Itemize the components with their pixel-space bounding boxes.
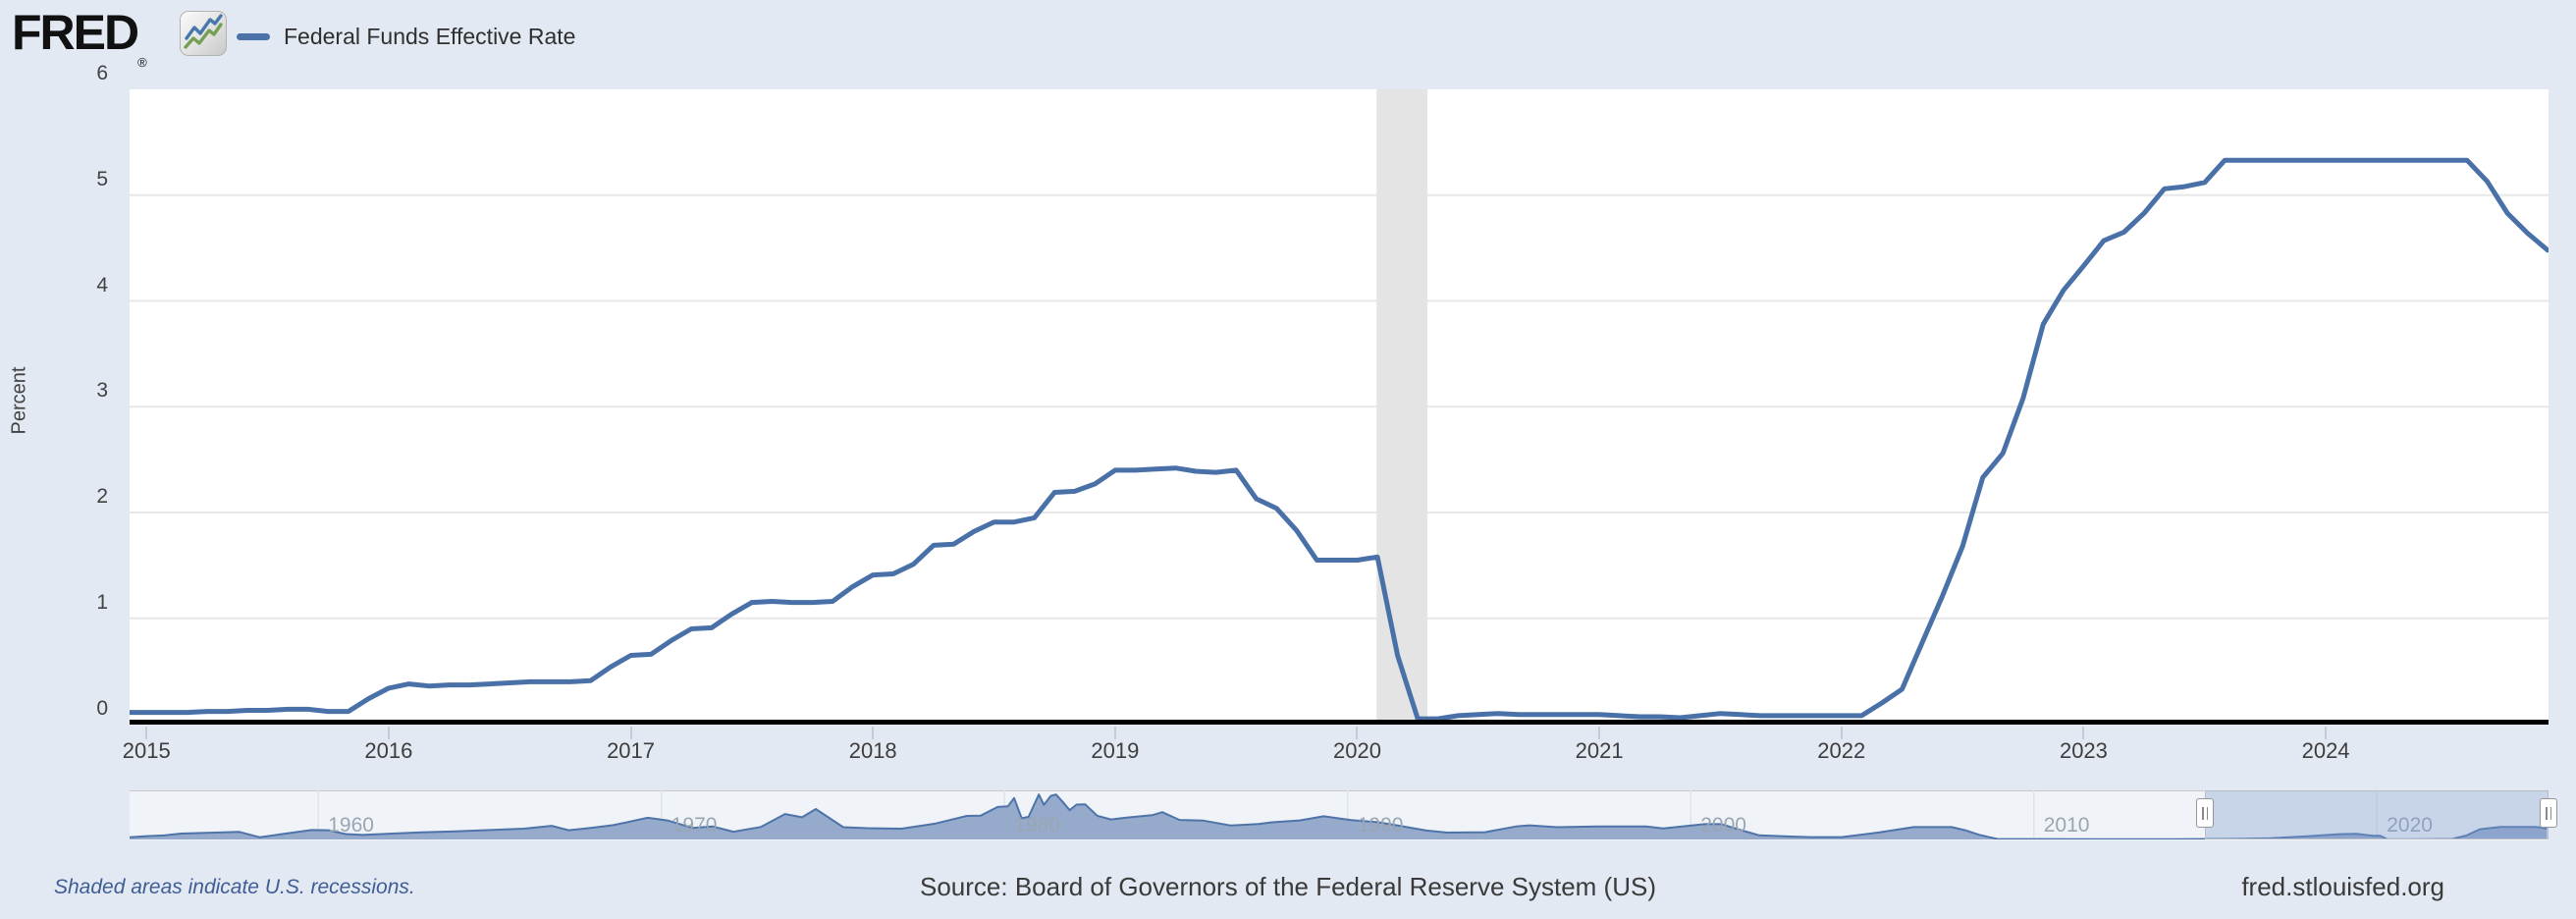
y-axis-label: 6 [96, 62, 108, 84]
chart-lines-icon [184, 14, 223, 49]
x-axis-tick [1113, 727, 1116, 739]
icon-blue-line [185, 14, 223, 40]
navigator-left-handle[interactable] [2196, 798, 2215, 828]
y-axis-label: 0 [96, 696, 108, 720]
recession-note: Shaded areas indicate U.S. recessions. [54, 876, 415, 898]
x-axis-label: 2017 [607, 738, 656, 763]
fred-logo: FRED® [12, 4, 147, 70]
main-chart-svg [130, 89, 2549, 725]
x-axis-tick [145, 727, 148, 739]
navigator-decade-label: 2020 [2387, 814, 2433, 837]
fred-logo-registered-mark: ® [137, 55, 147, 70]
legend-line-marker [237, 33, 270, 40]
x-axis-label: 2024 [2301, 738, 2350, 763]
x-axis-tick [1840, 727, 1843, 739]
x-axis-label: 2015 [122, 738, 171, 763]
x-axis-line [130, 720, 2549, 725]
legend-series-label: Federal Funds Effective Rate [284, 24, 576, 49]
icon-green-line [184, 23, 223, 49]
x-axis-tick [1598, 727, 1601, 739]
navigator-decade-label: 1990 [1357, 814, 1404, 837]
navigator-decade-label: 1970 [671, 814, 718, 837]
x-axis-label: 2023 [2059, 738, 2108, 763]
navigator-area-line [130, 793, 2548, 839]
site-link[interactable]: fred.stlouisfed.org [2241, 872, 2444, 901]
navigator-svg [130, 790, 2548, 839]
navigator-decade-label: 1960 [328, 814, 374, 837]
y-axis-label: 3 [96, 379, 108, 403]
x-axis-label: 2020 [1333, 738, 1381, 763]
x-axis-tick [872, 727, 875, 739]
x-axis-label: 2016 [364, 738, 413, 763]
fred-logo-chart-icon [180, 11, 227, 56]
fred-logo-text: FRED [12, 5, 139, 60]
x-axis-tick [1356, 727, 1359, 739]
x-axis-label: 2022 [1817, 738, 1866, 763]
source-attribution: Source: Board of Governors of the Federa… [920, 872, 1656, 901]
y-axis-label: 1 [96, 590, 108, 614]
series-line [130, 157, 2549, 722]
series-legend[interactable]: Federal Funds Effective Rate [237, 24, 575, 50]
main-chart-plot-area[interactable] [130, 89, 2549, 725]
y-axis-label: 2 [96, 485, 108, 508]
y-axis-label: 4 [96, 273, 108, 297]
navigator-area-fill [130, 794, 2548, 839]
navigator-decade-label: 2000 [1700, 814, 1746, 837]
y-axis-label: 5 [96, 167, 108, 190]
x-axis-tick [387, 727, 390, 739]
x-axis-tick [2082, 727, 2085, 739]
navigator-decade-label: 1980 [1014, 814, 1060, 837]
x-axis-label: 2019 [1091, 738, 1140, 763]
x-axis-tick [629, 727, 632, 739]
navigator-decade-label: 2010 [2043, 814, 2090, 837]
x-axis-label: 2021 [1575, 738, 1624, 763]
x-axis-label: 2018 [848, 738, 897, 763]
navigator-right-handle[interactable] [2540, 798, 2557, 828]
x-axis-tick [2325, 727, 2328, 739]
recession-band [1376, 89, 1428, 725]
navigator-selected-range[interactable] [2205, 790, 2549, 839]
